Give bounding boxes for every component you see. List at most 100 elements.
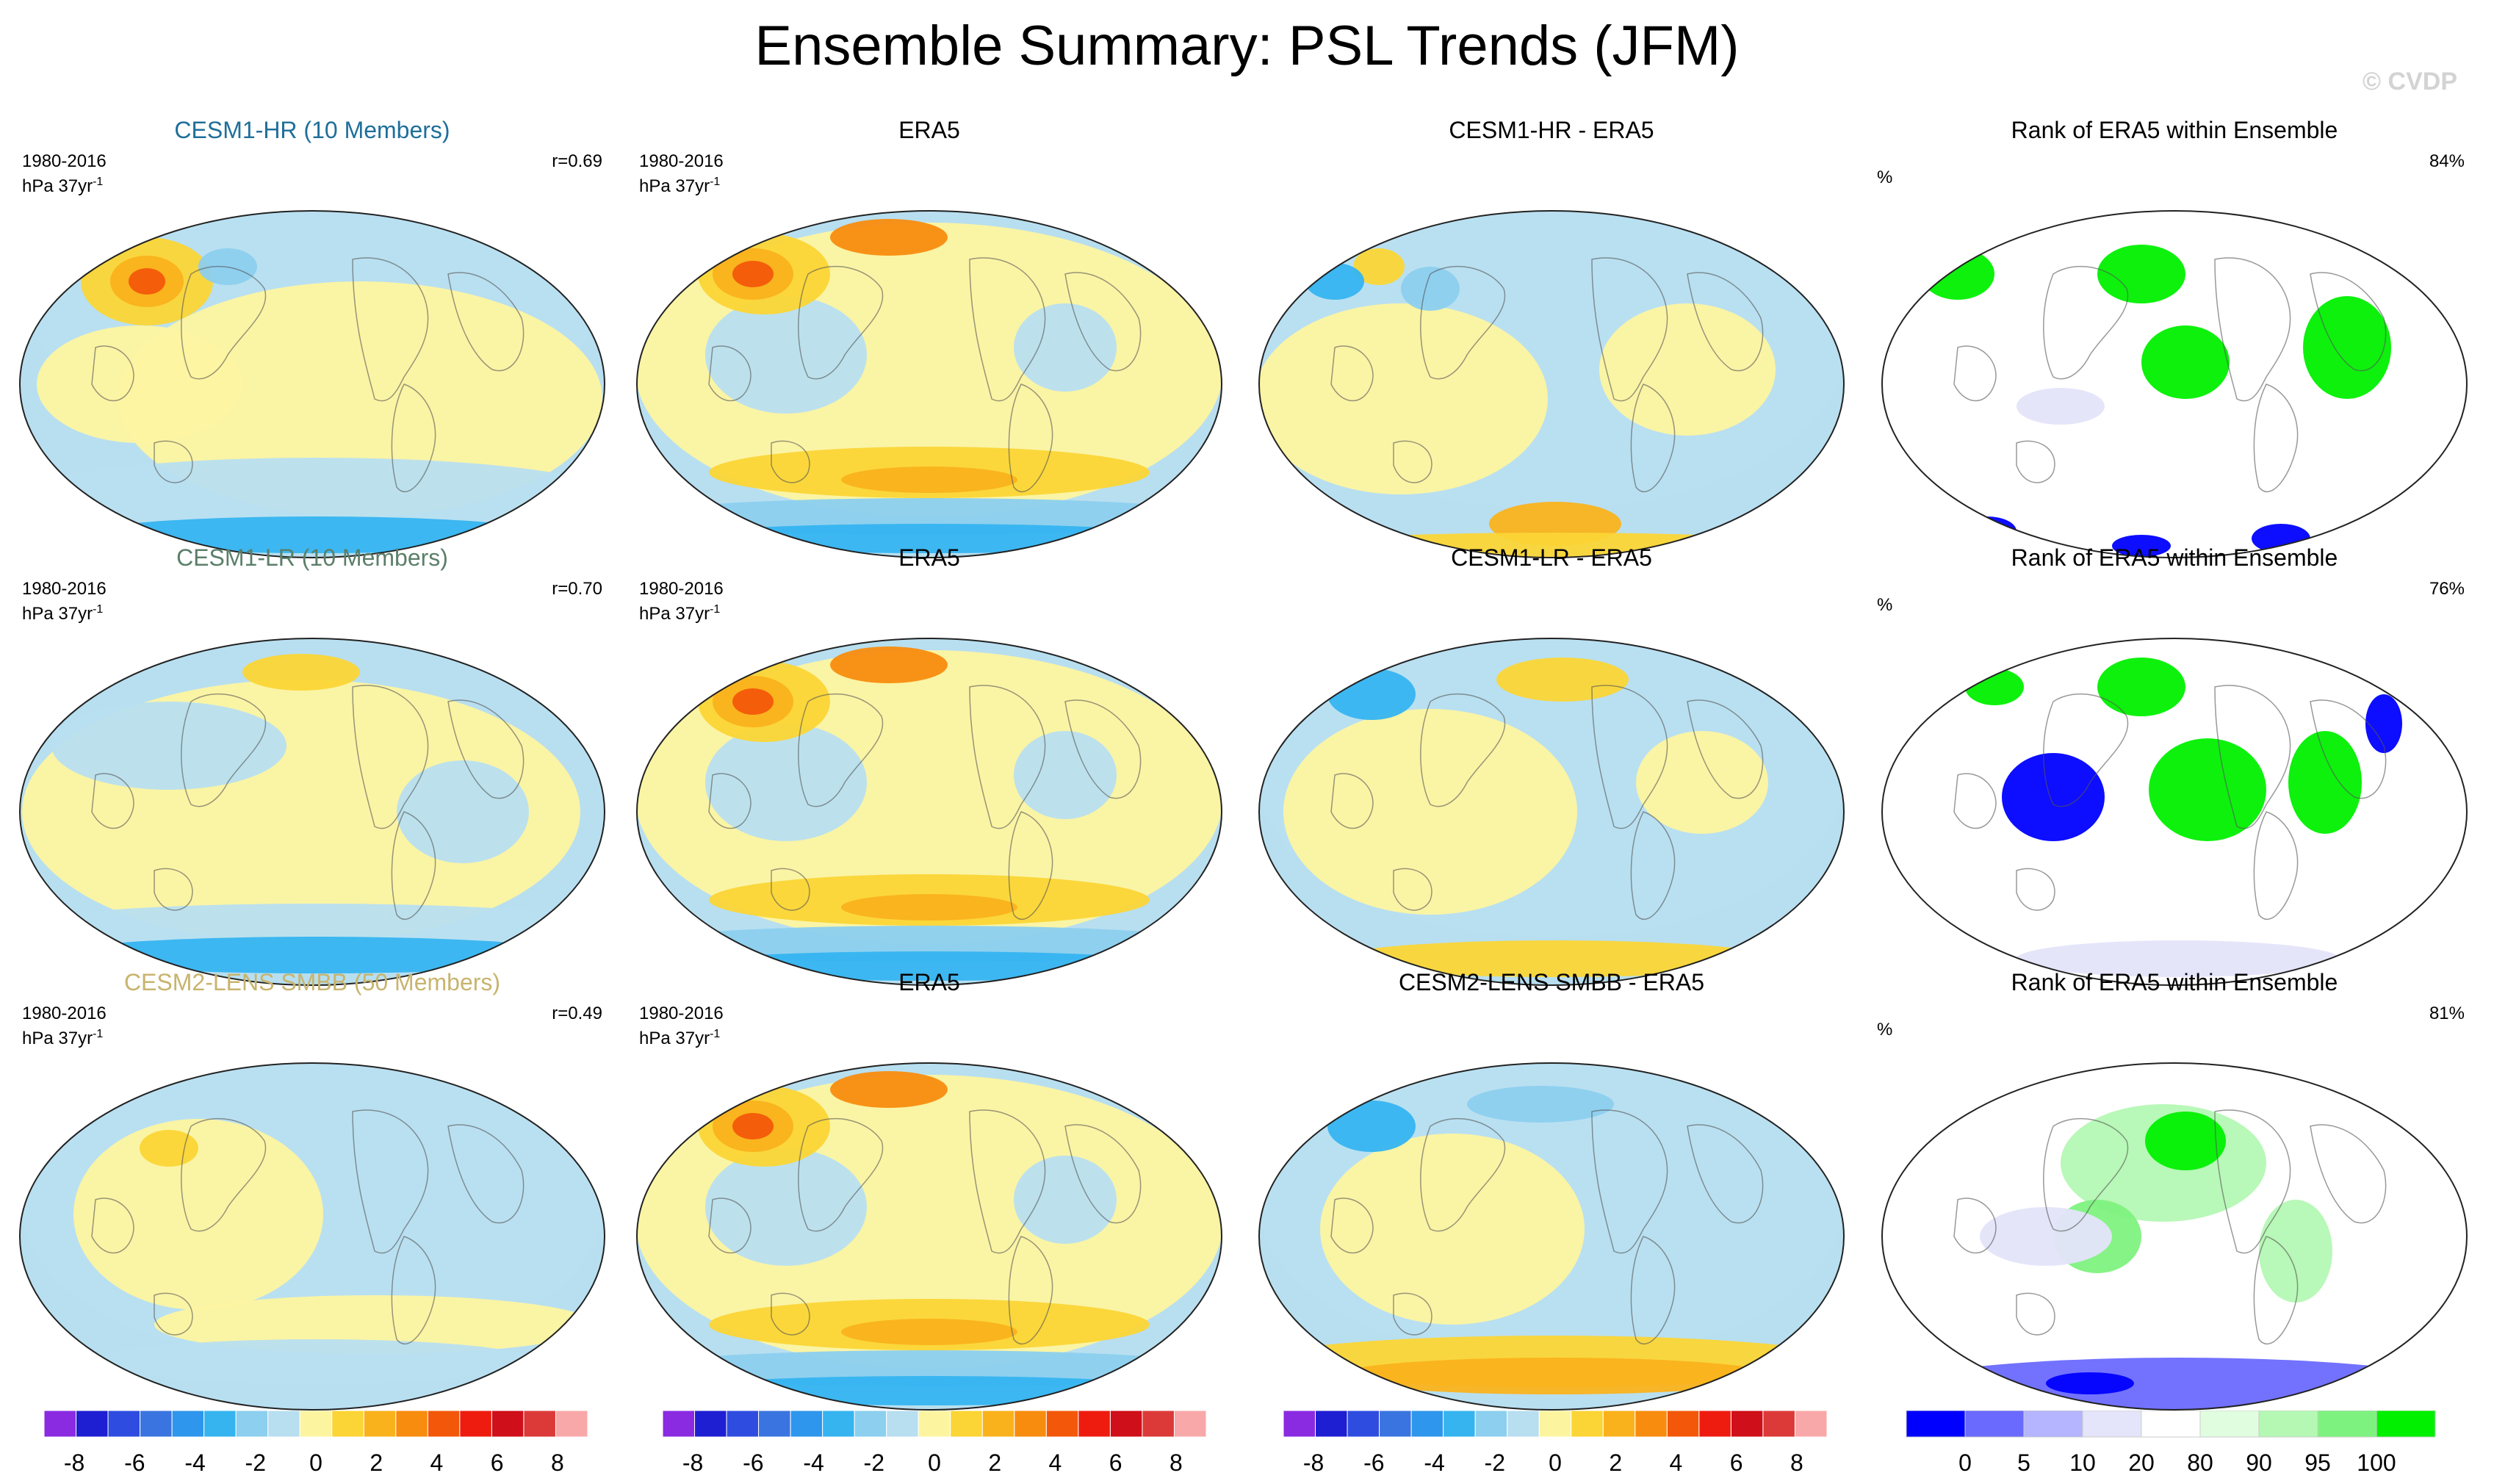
rank-percent: 76% xyxy=(2429,579,2465,599)
period-units: 1980-2016 hPa 37yr-1 xyxy=(639,579,724,624)
rank-tick: 20 xyxy=(2128,1449,2155,1476)
colorbar-tick: 0 xyxy=(928,1449,941,1476)
panel-title: Rank of ERA5 within Ensemble xyxy=(2011,117,2338,143)
rank-tick: 10 xyxy=(2069,1449,2096,1476)
rank-tick: 5 xyxy=(2017,1449,2030,1476)
period-units: 1980-2016 hPa 37yr-1 xyxy=(22,1004,107,1049)
rank-tick: 95 xyxy=(2304,1449,2331,1476)
colorbar-swatch xyxy=(1666,1411,1700,1438)
colorbar-tick: -6 xyxy=(124,1449,145,1476)
units-label: hPa 37yr-1 xyxy=(639,603,721,624)
rank-swatch xyxy=(2199,1411,2260,1438)
colorbar-swatch xyxy=(790,1411,823,1438)
colorbar-model: -8 -6 -4 -2 0 2 4 6 8 xyxy=(40,1411,628,1484)
panel-title: CESM1-HR (10 Members) xyxy=(174,117,450,143)
rank-percent: 81% xyxy=(2429,1004,2465,1023)
rank-tick: 100 xyxy=(2357,1449,2396,1476)
colorbar-obs: -8 -6 -4 -2 0 2 4 6 8 xyxy=(659,1411,1247,1484)
panel-title: ERA5 xyxy=(898,544,960,571)
period-label: 1980-2016 xyxy=(639,1004,724,1023)
colorbar-swatch xyxy=(1474,1411,1508,1438)
colorbar-tick: -8 xyxy=(682,1449,703,1476)
colorbar-swatch xyxy=(1538,1411,1572,1438)
colorbar-tick: 4 xyxy=(430,1449,444,1476)
globe-map xyxy=(19,638,605,986)
period-label: 1980-2016 xyxy=(639,579,724,599)
colorbar-swatch xyxy=(694,1411,727,1438)
colorbar-swatch xyxy=(331,1411,364,1438)
globe-map xyxy=(636,1062,1222,1411)
colorbar-tick: 4 xyxy=(1670,1449,1683,1476)
colorbar-swatch xyxy=(267,1411,300,1438)
colorbar-swatch xyxy=(555,1411,588,1438)
colorbar-tick: -4 xyxy=(803,1449,823,1476)
colorbar-tick: 0 xyxy=(309,1449,322,1476)
globe-map xyxy=(1881,210,2468,558)
map-panel-model: CESM2-LENS SMBB (50 Members) 1980-2016 hPa… xyxy=(7,968,617,1411)
colorbar-tick: -2 xyxy=(1485,1449,1505,1476)
colorbar-rank: 0 5 10 20 80 90 95 100 xyxy=(1903,1411,2490,1484)
globe-map xyxy=(1258,210,1845,558)
rank-swatch xyxy=(1964,1411,2025,1438)
globe-map xyxy=(1258,638,1845,986)
period-units: 1980-2016 hPa 37yr-1 xyxy=(639,151,724,197)
colorbar-swatch xyxy=(758,1411,791,1438)
colorbar-tick: -6 xyxy=(743,1449,763,1476)
colorbar-swatch xyxy=(1443,1411,1476,1438)
colorbar-swatch xyxy=(43,1411,77,1438)
map-panel-obs: ERA5 1980-2016 hPa 37yr-1 xyxy=(624,968,1234,1411)
colorbar-swatch xyxy=(1315,1411,1348,1438)
colorbar-swatch xyxy=(1109,1411,1143,1438)
colorbar-tick: -2 xyxy=(245,1449,266,1476)
colorbar-tick: 2 xyxy=(1609,1449,1622,1476)
colorbar-swatch xyxy=(1283,1411,1316,1438)
units-label: hPa 37yr-1 xyxy=(22,1028,104,1048)
rank-tick: 0 xyxy=(1958,1449,1972,1476)
map-panel-obs: ERA5 1980-2016 hPa 37yr-1 xyxy=(624,116,1234,558)
period-label: 1980-2016 xyxy=(22,151,107,171)
panel-title: CESM1-HR - ERA5 xyxy=(1449,117,1654,143)
colorbar-swatch xyxy=(1078,1411,1111,1438)
globe-map xyxy=(636,638,1222,986)
colorbar-tick: 0 xyxy=(1549,1449,1562,1476)
panel-title: CESM2-LENS SMBB (50 Members) xyxy=(123,969,501,995)
colorbar-tick: -8 xyxy=(1303,1449,1324,1476)
colorbar-swatch xyxy=(491,1411,525,1438)
period-units: 1980-2016 hPa 37yr-1 xyxy=(22,579,107,624)
colorbar-swatch xyxy=(1173,1411,1207,1438)
units-label: hPa 37yr-1 xyxy=(639,176,721,196)
colorbar-swatch xyxy=(1142,1411,1175,1438)
rank-swatch xyxy=(2317,1411,2377,1438)
colorbar-swatch xyxy=(950,1411,983,1438)
map-panel-diff: CESM1-LR - ERA5 xyxy=(1247,544,1856,986)
colorbar-swatch xyxy=(1730,1411,1764,1438)
map-panel-diff: CESM1-HR - ERA5 xyxy=(1247,116,1856,558)
percent-symbol: % xyxy=(1877,595,1893,615)
map-panel-diff: CESM2-LENS SMBB - ERA5 xyxy=(1247,968,1856,1411)
colorbar-tick: 6 xyxy=(1109,1449,1122,1476)
map-panel-model: CESM1-HR (10 Members) 1980-2016 hPa 37yr-1… xyxy=(7,116,617,558)
colorbar-tick: 8 xyxy=(551,1449,564,1476)
percent-symbol: % xyxy=(1877,1020,1893,1040)
map-panel-rank: Rank of ERA5 within Ensemble% 76% xyxy=(1870,544,2479,986)
correlation-value: r=0.70 xyxy=(552,579,602,599)
panel-title: ERA5 xyxy=(898,969,960,995)
colorbar-tick: 8 xyxy=(1790,1449,1803,1476)
map-panel-obs: ERA5 1980-2016 hPa 37yr-1 xyxy=(624,544,1234,986)
colorbar-swatch xyxy=(203,1411,237,1438)
colorbar-swatch xyxy=(1347,1411,1380,1438)
colorbar-tick: 8 xyxy=(1169,1449,1183,1476)
period-units: 1980-2016 hPa 37yr-1 xyxy=(22,151,107,197)
colorbar-swatch xyxy=(1014,1411,1047,1438)
colorbar-swatch xyxy=(854,1411,887,1438)
units-label: hPa 37yr-1 xyxy=(639,1028,721,1048)
colorbar-swatch xyxy=(1602,1411,1636,1438)
colorbar-swatch xyxy=(427,1411,461,1438)
rank-swatch xyxy=(2141,1411,2201,1438)
globe-map xyxy=(1258,1062,1845,1411)
page-title: Ensemble Summary: PSL Trends (JFM) xyxy=(754,15,1740,77)
colorbar-tick: -4 xyxy=(1424,1449,1444,1476)
units-label: hPa 37yr-1 xyxy=(22,603,104,624)
rank-swatch xyxy=(2023,1411,2083,1438)
panel-title: CESM1-LR - ERA5 xyxy=(1451,544,1652,571)
